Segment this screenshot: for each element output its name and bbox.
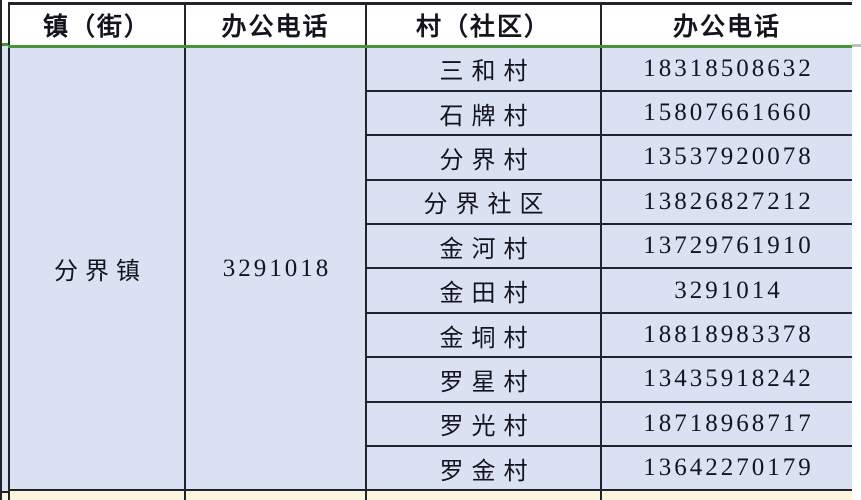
table-row: 分界社区 13826827212 (9, 178, 854, 226)
sliver-green-line (2, 43, 8, 46)
sliver-next-group-segment (2, 493, 8, 500)
village-name-cell[interactable]: 石牌村 (365, 89, 602, 137)
village-phone-cell[interactable]: 18318508632 (600, 45, 854, 92)
village-phone-cell[interactable]: 13642270179 (600, 445, 854, 492)
col-header-village-phone[interactable]: 办公电话 (600, 2, 854, 48)
table-row: 分界村 13537920078 (9, 134, 854, 181)
table-row: 罗光村 18718968717 (9, 400, 854, 448)
table-row: 金田村 3291014 (9, 267, 854, 314)
next-group-cell[interactable] (600, 489, 854, 500)
village-phone-cell[interactable]: 15807661660 (600, 89, 854, 137)
next-group-cell[interactable] (8, 489, 186, 500)
village-name-cell[interactable]: 分界社区 (365, 178, 602, 226)
village-name-cell[interactable]: 三和村 (365, 45, 602, 92)
sliver-divider-line (2, 491, 8, 493)
table-row: 分界镇 3291018 三和村 18318508632 (8, 45, 854, 492)
col-header-village[interactable]: 村（社区） (365, 2, 602, 48)
village-phone-cell[interactable]: 18818983378 (600, 311, 854, 359)
village-phone-cell[interactable]: 13435918242 (600, 356, 854, 403)
village-phone-cell[interactable]: 13826827212 (600, 178, 854, 226)
village-name-cell[interactable]: 罗金村 (365, 445, 602, 492)
village-phone-cell[interactable]: 13537920078 (600, 134, 854, 181)
sliver-body-segment (2, 46, 8, 491)
village-name-cell[interactable]: 罗星村 (365, 356, 602, 403)
village-phone-cell[interactable]: 18718968717 (600, 400, 854, 448)
village-name-cell[interactable]: 金田村 (365, 267, 602, 314)
next-group-partial-row (8, 489, 854, 500)
village-name-cell[interactable]: 罗光村 (365, 400, 602, 448)
village-name-cell[interactable]: 金垌村 (365, 311, 602, 359)
table-row: 石牌村 15807661660 (9, 89, 854, 137)
green-line-stub (852, 44, 861, 47)
town-name-cell[interactable]: 分界镇 (8, 45, 186, 492)
table-row: 金垌村 18818983378 (9, 311, 854, 359)
table-row: 金河村 13729761910 (9, 223, 854, 270)
phone-directory-table: 镇（街） 办公电话 村（社区） 办公电话 分界镇 3291018 三和村 183… (8, 2, 854, 500)
header-row: 镇（街） 办公电话 村（社区） 办公电话 (8, 2, 854, 48)
table-row: 罗金村 13642270179 (9, 445, 854, 492)
next-group-cell[interactable] (365, 489, 602, 500)
col-header-town-phone[interactable]: 办公电话 (184, 2, 367, 48)
sliver-header-segment (2, 0, 8, 43)
village-phone-cell[interactable]: 13729761910 (600, 223, 854, 270)
village-phone-cell[interactable]: 3291014 (600, 267, 854, 314)
town-phone-cell[interactable]: 3291018 (184, 45, 367, 492)
right-margin-sliver (852, 0, 861, 500)
village-name-cell[interactable]: 金河村 (365, 223, 602, 270)
next-group-cell[interactable] (184, 489, 367, 500)
col-header-town[interactable]: 镇（街） (8, 2, 186, 48)
table-row: 罗星村 13435918242 (9, 356, 854, 403)
adjacent-column-sliver (0, 0, 8, 500)
village-name-cell[interactable]: 分界村 (365, 134, 602, 181)
